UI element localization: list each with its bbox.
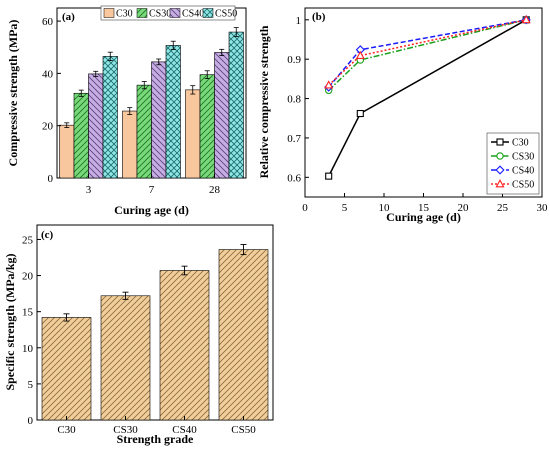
bar-cs30-7d [136, 84, 152, 179]
legend-label-cs30: CS30 [512, 152, 534, 163]
panel-c-y-tick-label: 0 [28, 415, 34, 427]
point-cs50-28d [521, 14, 531, 24]
legend-label-cs50: CS50 [215, 9, 237, 20]
panel-b-x-axis-label: Curing age (d) [386, 210, 461, 224]
panel-b-y-tick-label: 0.7 [287, 133, 301, 145]
bar-c30-7d [122, 110, 138, 179]
panel-c-y-tick-label: 25 [22, 234, 34, 246]
error-bar-c30-28d [190, 85, 196, 95]
error-bar-cs30-7d [141, 81, 147, 90]
panel-b-y-tick-label: 0.6 [287, 172, 301, 184]
error-bar-cs40 [181, 265, 188, 276]
bar-cs50-28d [228, 31, 244, 179]
panel-c-plot-frame [36, 224, 274, 421]
error-bar-cs50-7d [170, 40, 176, 50]
panel-b-x-tick-label: 25 [497, 202, 509, 214]
point-cs50-7d [355, 50, 365, 59]
bar-cs30-28d [199, 74, 215, 179]
error-bar-cs40-7d [156, 58, 162, 66]
panel-c-y-tick-label: 15 [22, 307, 34, 319]
panel-b-y-axis-label: Relative compressive strength [257, 25, 271, 178]
panel-c-x-tick-label: C30 [57, 424, 76, 436]
bar-cs30 [100, 295, 151, 421]
panel-b-x-tick-label: 20 [458, 202, 470, 214]
error-bar-cs30-3d [78, 89, 84, 97]
bar-cs50-3d [102, 56, 118, 179]
bar-cs50 [218, 249, 269, 421]
point-cs50-3d [324, 80, 334, 89]
panel-b-y-tick-label: 0.8 [287, 94, 301, 106]
bar-cs50-7d [165, 45, 181, 179]
error-bar-cs50-3d [107, 51, 113, 61]
panel-b-x-tick-label: 15 [418, 202, 430, 214]
legend-marker-cs30 [496, 152, 504, 160]
point-c30-7d [356, 109, 364, 118]
bar-c30 [41, 317, 92, 421]
panel-b-x-tick-label: 5 [342, 202, 348, 214]
panel-b-y-tick-label: 1 [296, 15, 302, 27]
legend-label-cs40: CS40 [512, 166, 534, 177]
panel-a-x-tick-label: 7 [149, 184, 155, 196]
error-bar-cs30-28d [204, 70, 210, 80]
panel-a-x-tick-label: 3 [86, 184, 92, 196]
bar-cs40 [159, 270, 210, 421]
legend-marker-cs50 [495, 179, 505, 188]
error-bar-c30 [63, 313, 70, 322]
panel-a-y-tick-label: 40 [42, 68, 54, 80]
panel-a-y-axis-label: Compressive strength (MPa) [6, 20, 20, 167]
panel-a-x-tick-label: 28 [209, 184, 221, 196]
error-bar-c30-7d [127, 107, 133, 115]
panel-c-x-tick-label: CS40 [172, 424, 197, 436]
error-bar-cs50 [240, 244, 247, 256]
panel-a-label: (a) [62, 11, 75, 23]
panel-b-x-tick-label: 10 [379, 202, 391, 214]
legend-swatch-cs40 [169, 8, 181, 18]
panel-c-bar-chart: (c) 0 5 10 15 20 25 C30 CS30 CS40 CS50 Strength … [3, 224, 274, 446]
panel-c-label: (c) [41, 229, 54, 241]
panel-c-y-tick-label: 20 [22, 271, 34, 283]
panel-c-x-tick-label: CS30 [113, 424, 138, 436]
point-c30-3d [325, 172, 333, 180]
panel-a-y-tick-label: 60 [42, 16, 54, 28]
panel-c-y-axis-label: Specific strength (MPa/kg) [3, 253, 17, 390]
panel-a-y-tick-label: 0 [48, 173, 54, 185]
error-bar-cs40-3d [93, 70, 99, 77]
panel-a-legend [100, 5, 236, 21]
bar-cs40-28d [214, 52, 230, 179]
legend-marker-cs40 [495, 165, 505, 175]
legend-label-cs30: CS30 [149, 9, 171, 20]
panel-a-y-tick-label: 20 [42, 121, 54, 133]
legend-label-c30: C30 [116, 9, 133, 20]
bar-c30-3d [59, 124, 75, 179]
legend-swatch-cs30 [136, 8, 148, 18]
line-cs50 [328, 19, 527, 86]
legend-label-cs40: CS40 [182, 9, 204, 20]
legend-label-cs50: CS50 [512, 180, 534, 191]
panel-b-x-tick-label: 0 [302, 202, 308, 214]
error-bar-c30-3d [64, 122, 70, 128]
legend-label-c30: C30 [512, 138, 529, 149]
panel-a-bar-chart: (a) 0 20 40 60 3 7 28 C30 CS30 CS40 CS50 Curing … [6, 5, 247, 217]
error-bar-cs40-28d [219, 48, 225, 56]
panel-c-y-tick-label: 10 [22, 343, 34, 355]
bar-cs40-3d [88, 73, 104, 179]
panel-a-x-axis-label: Curing age (d) [114, 203, 189, 217]
line-cs40 [328, 19, 527, 88]
panel-b-label: (b) [312, 11, 326, 23]
panel-b-x-tick-label: 30 [537, 202, 549, 214]
legend-swatch-c30 [103, 8, 115, 18]
bar-cs40-7d [151, 61, 167, 179]
panel-c-x-axis-label: Strength grade [117, 432, 194, 446]
panel-c-y-tick-label: 5 [28, 379, 34, 391]
panel-b-y-tick-label: 0.9 [287, 54, 301, 66]
error-bar-cs30 [122, 291, 129, 300]
panel-b-line-chart: (b) 0.6 0.7 0.8 0.9 1 0 5 10 15 20 25 30 C30 CS30 CS… [257, 7, 549, 224]
legend-swatch-cs50 [202, 8, 214, 18]
panel-c-x-tick-label: CS50 [231, 424, 256, 436]
bar-c30-28d [185, 89, 201, 179]
bar-cs30-3d [73, 92, 89, 179]
error-bar-cs50-28d [233, 27, 239, 37]
legend-marker-c30 [496, 138, 504, 146]
